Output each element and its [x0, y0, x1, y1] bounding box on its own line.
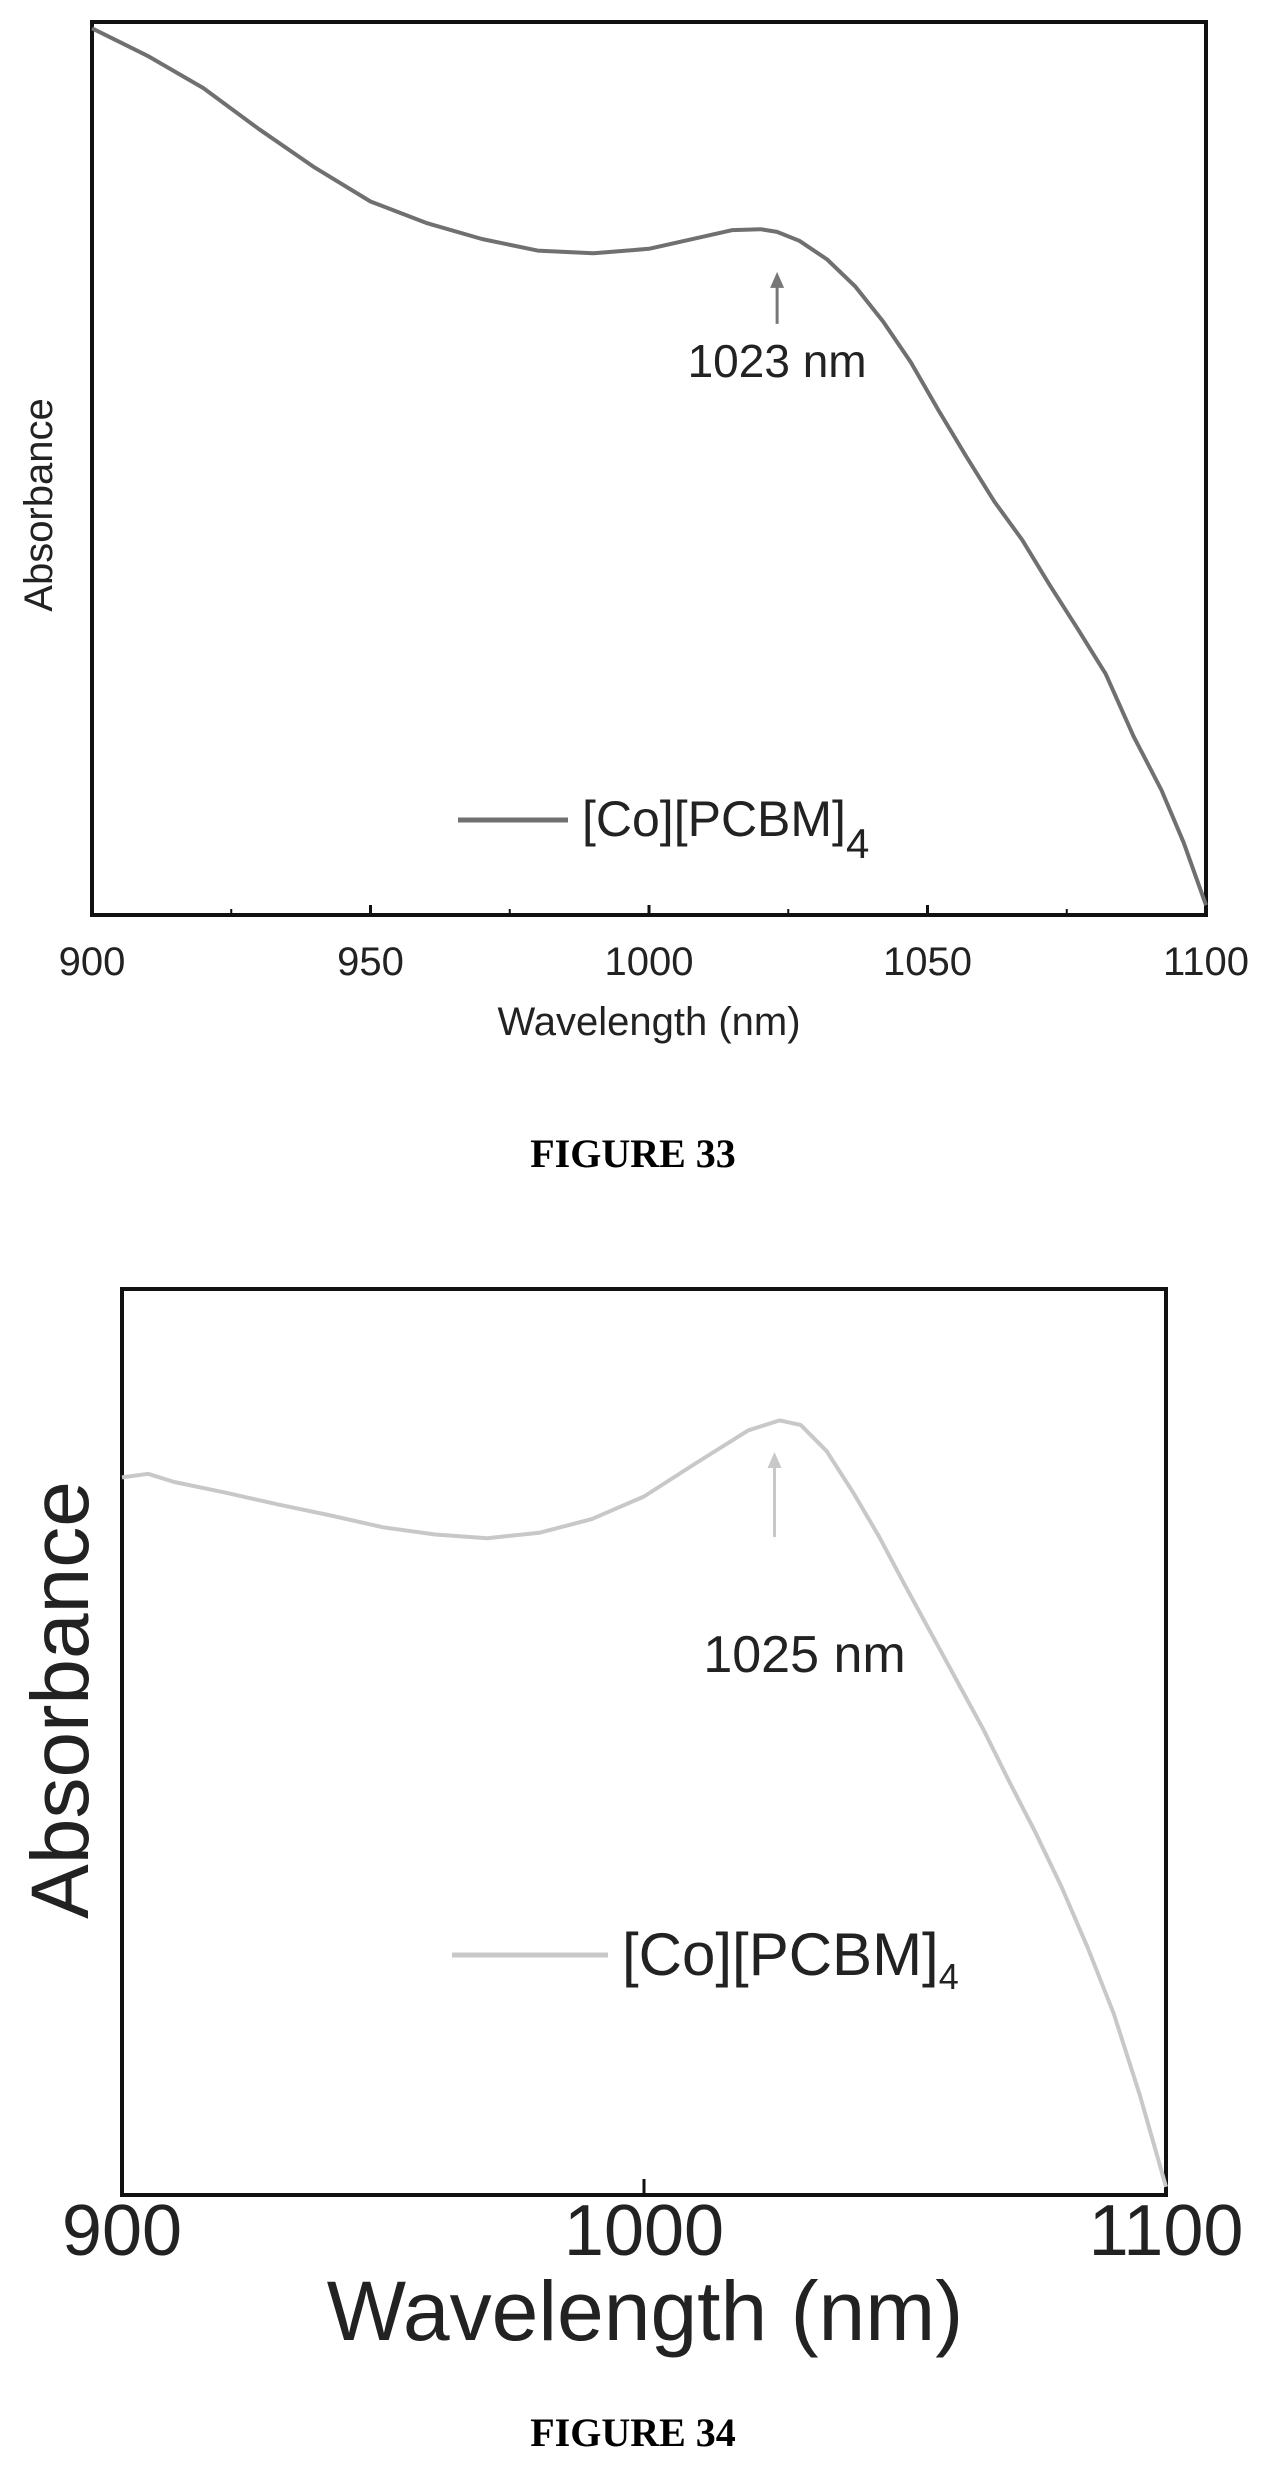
- legend-label-main: [Co][PCBM]: [622, 1921, 939, 1988]
- peak-label: 1025 nm: [703, 1626, 905, 1684]
- peak-annotation: 1025 nm: [703, 1452, 906, 1684]
- plot-frame: [90, 20, 1208, 917]
- legend-label-subscript: 4: [846, 820, 869, 867]
- figure-caption: FIGURE 33: [530, 1131, 736, 1176]
- figure-34-chart: 900 1000 1100 1025 nm [Co][PCBM]4 Waveleng…: [15, 1287, 1243, 2455]
- legend-label-main: [Co][PCBM]: [582, 791, 846, 847]
- legend-label-subscript: 4: [939, 1956, 959, 1997]
- figure-33-chart: 900 950 1000 1050 1100 1023 nm [Co][PCBM]4 W…: [17, 20, 1249, 1176]
- legend-label: [Co][PCBM]4: [622, 1921, 959, 1997]
- peak-arrow-head: [770, 271, 785, 288]
- x-ticks: [90, 905, 1208, 915]
- x-tick-labels: 900 1000 1100: [62, 2191, 1243, 2271]
- x-tick-label: 1000: [605, 940, 694, 984]
- peak-annotation: 1023 nm: [688, 271, 867, 387]
- x-tick-labels: 900 950 1000 1050 1100: [59, 940, 1249, 984]
- x-tick-label: 1000: [564, 2191, 724, 2271]
- figure-caption: FIGURE 34: [530, 2410, 736, 2455]
- x-tick-label: 950: [337, 940, 404, 984]
- x-axis-title: Wavelength (nm): [327, 2264, 963, 2358]
- y-axis-title: Absorbance: [17, 398, 61, 611]
- x-tick-label: 1100: [1163, 940, 1249, 984]
- x-tick-label: 1050: [883, 940, 972, 984]
- peak-label: 1023 nm: [688, 335, 867, 387]
- x-tick-label: 900: [62, 2191, 182, 2271]
- legend: [Co][PCBM]4: [458, 791, 869, 867]
- series-line: [121, 1418, 1168, 2188]
- x-tick-label: 1100: [1089, 2191, 1244, 2271]
- x-axis-title: Wavelength (nm): [497, 1000, 800, 1044]
- series-line: [91, 26, 1208, 906]
- y-axis-title: Absorbance: [15, 1481, 106, 1919]
- legend-label: [Co][PCBM]4: [582, 791, 869, 867]
- legend: [Co][PCBM]4: [452, 1921, 959, 1997]
- plot-frame: [120, 1287, 1168, 2197]
- x-tick-label: 900: [59, 940, 126, 984]
- peak-arrow-head: [767, 1452, 782, 1469]
